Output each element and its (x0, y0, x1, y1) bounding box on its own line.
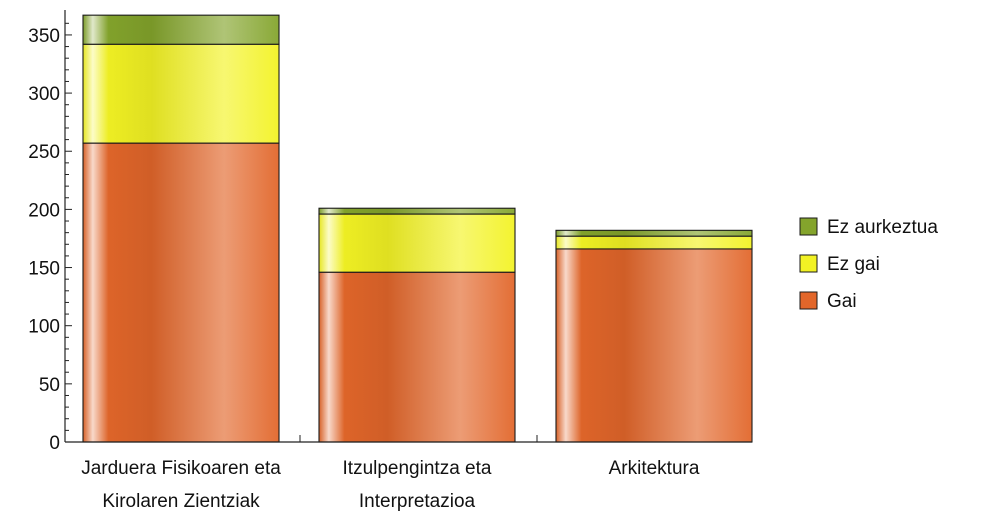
legend-item-gai: Gai (799, 291, 857, 312)
legend-item-ez-gai: Ez gai (799, 254, 880, 275)
y-tick-label: 350 (28, 26, 60, 47)
bar-gai-3 (555, 248, 753, 443)
bars-group (82, 14, 753, 443)
legend-item-ez-aurkeztua: Ez aurkeztua (799, 217, 938, 238)
category-label-2: Itzulpengintza eta Interpretazioa (343, 458, 492, 512)
y-tick-label: 150 (28, 259, 60, 280)
y-tick-label: 0 (49, 433, 60, 454)
y-tick-label: 250 (28, 142, 60, 163)
legend-label-ez-gai: Ez gai (827, 254, 880, 275)
bar-gai-1 (82, 142, 280, 443)
bar-ez-gai-1 (82, 43, 280, 144)
legend-label-gai: Gai (827, 291, 857, 312)
category-label-3: Arkitektura (609, 458, 700, 479)
legend-label-ez-aurkeztua: Ez aurkeztua (827, 217, 938, 238)
y-tick-label: 300 (28, 84, 60, 105)
y-tick-label: 100 (28, 317, 60, 338)
legend-swatch-gai (799, 291, 818, 310)
bar-ez-aurkeztua-3 (555, 229, 753, 237)
bar-ez-gai-3 (555, 235, 753, 250)
legend-swatch-ez-aurkeztua (799, 217, 818, 236)
y-tick-label: 200 (28, 200, 60, 221)
bar-ez-gai-2 (318, 213, 516, 273)
category-labels-group: Jarduera Fisikoaren eta Kirolaren Zientzi… (81, 458, 700, 512)
legend-swatch-ez-gai (799, 254, 818, 273)
bar-ez-aurkeztua-2 (318, 207, 516, 215)
bar-ez-aurkeztua-1 (82, 14, 280, 45)
legend: Ez aurkeztua Ez gai Gai (799, 217, 938, 312)
bar-gai-2 (318, 271, 516, 443)
axes-group (64, 10, 752, 443)
y-ticks-group: 0 50 100 150 200 250 300 350 (28, 22, 753, 454)
y-tick-label: 50 (39, 375, 60, 396)
category-label-1: Jarduera Fisikoaren eta Kirolaren Zientzi… (81, 458, 281, 512)
